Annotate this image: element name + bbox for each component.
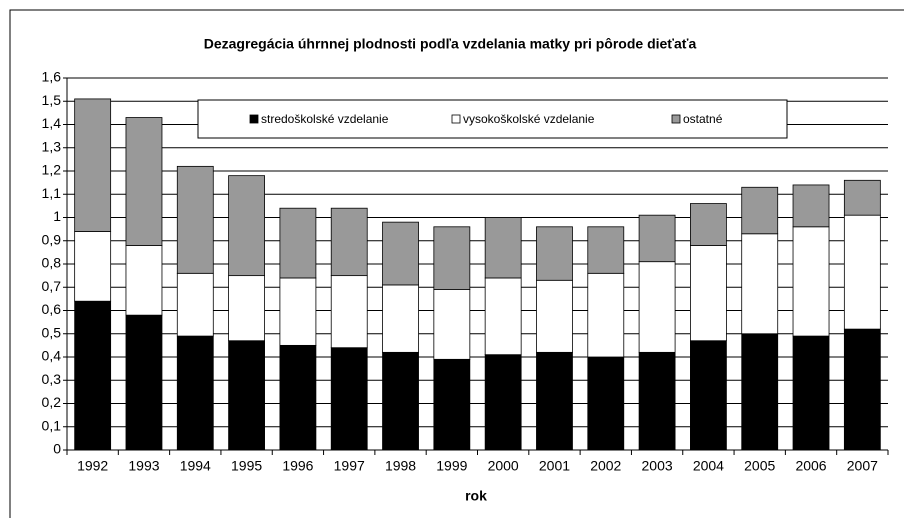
- legend-label: vysokoškolské vzdelanie: [463, 112, 595, 126]
- bar-segment: [382, 351, 419, 451]
- bar-segment: [484, 277, 522, 356]
- y-tick-label: 1,5: [42, 92, 62, 108]
- x-tick-label: 2000: [488, 458, 519, 474]
- x-tick-label: 1996: [282, 458, 313, 474]
- x-tick-label: 2003: [642, 458, 673, 474]
- x-tick-label: 2005: [744, 458, 775, 474]
- x-tick-label: 2007: [847, 458, 878, 474]
- x-axis-label: rok: [465, 488, 487, 504]
- legend-box: [197, 99, 788, 139]
- bar-segment: [484, 217, 522, 279]
- x-tick-label: 1998: [385, 458, 416, 474]
- bar-segment: [125, 314, 163, 451]
- bar-segment: [279, 207, 317, 279]
- bar-segment: [690, 244, 727, 342]
- bar-segment: [792, 226, 830, 337]
- x-tick-label: 2006: [795, 458, 826, 474]
- x-tick-label: 2002: [590, 458, 621, 474]
- bar-segment: [792, 335, 830, 451]
- bar-segment: [330, 275, 368, 349]
- bar-segment: [484, 354, 522, 451]
- bar-segment: [536, 351, 573, 451]
- x-tick-label: 1995: [231, 458, 262, 474]
- bar-segment: [228, 175, 265, 277]
- bar-segment: [176, 272, 214, 337]
- bar-segment: [228, 340, 265, 451]
- bar-segment: [638, 261, 676, 353]
- bar-segment: [228, 275, 265, 342]
- y-tick-label: 0,5: [42, 324, 62, 340]
- bar-segment: [587, 226, 625, 274]
- bar-segment: [330, 347, 368, 451]
- y-tick-label: 1,4: [42, 115, 62, 131]
- y-tick-label: 1,6: [42, 69, 62, 85]
- y-tick-label: 0,2: [42, 394, 62, 410]
- bar-segment: [382, 221, 419, 286]
- bar-segment: [690, 203, 727, 246]
- bar-segment: [330, 207, 368, 277]
- y-tick-label: 0: [53, 441, 61, 457]
- bar-segment: [587, 356, 625, 451]
- x-tick-label: 2004: [693, 458, 724, 474]
- x-tick-label: 1999: [436, 458, 467, 474]
- bar-segment: [638, 351, 676, 451]
- y-tick-label: 0,8: [42, 255, 62, 271]
- x-tick-label: 1992: [77, 458, 108, 474]
- y-tick-label: 1: [53, 208, 61, 224]
- y-tick-label: 0,1: [42, 417, 62, 433]
- bar-segment: [382, 284, 419, 353]
- y-tick-label: 0,4: [42, 348, 62, 364]
- bar-segment: [279, 277, 317, 346]
- y-tick-label: 0,3: [42, 371, 62, 387]
- x-tick-label: 1993: [128, 458, 159, 474]
- x-tick-label: 2001: [539, 458, 570, 474]
- bar-segment: [690, 340, 727, 451]
- bar-segment: [536, 226, 573, 281]
- bar-segment: [125, 244, 163, 316]
- bar-segment: [792, 184, 830, 228]
- legend-label: ostatné: [683, 112, 723, 126]
- legend-swatch: [671, 114, 681, 124]
- bar-segment: [843, 328, 881, 451]
- bar-segment: [638, 214, 676, 263]
- x-tick-label: 1997: [334, 458, 365, 474]
- bar-segment: [125, 117, 163, 246]
- bar-segment: [74, 98, 112, 232]
- bar-segment: [536, 279, 573, 353]
- bar-segment: [741, 186, 779, 235]
- y-tick-label: 0,9: [42, 231, 62, 247]
- y-tick-label: 1,3: [42, 138, 62, 154]
- bar-segment: [176, 165, 214, 274]
- y-tick-label: 0,6: [42, 301, 62, 317]
- bar-segment: [741, 233, 779, 335]
- bar-segment: [843, 179, 881, 216]
- bar-segment: [74, 300, 112, 451]
- bar-segment: [176, 335, 214, 451]
- y-tick-label: 0,7: [42, 278, 62, 294]
- bar-segment: [433, 289, 471, 360]
- legend-swatch: [249, 114, 259, 124]
- x-tick-label: 1994: [180, 458, 211, 474]
- bar-segment: [279, 344, 317, 451]
- chart-title: Dezagregácia úhrnnej plodnosti podľa vzd…: [204, 36, 697, 52]
- y-tick-label: 1,2: [42, 162, 62, 178]
- bar-segment: [587, 272, 625, 358]
- legend-label: stredoškolské vzdelanie: [261, 112, 389, 126]
- bar-segment: [74, 231, 112, 302]
- bar-segment: [433, 226, 471, 290]
- y-tick-label: 1,1: [42, 185, 62, 201]
- legend-swatch: [451, 114, 461, 124]
- bar-segment: [843, 214, 881, 330]
- bar-segment: [433, 358, 471, 451]
- bar-segment: [741, 333, 779, 451]
